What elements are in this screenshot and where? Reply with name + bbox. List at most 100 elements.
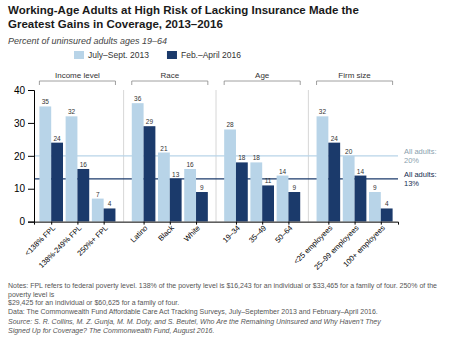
- data-label: 24: [331, 135, 339, 142]
- data-label: 11: [265, 177, 272, 184]
- bar: [343, 156, 355, 222]
- data-label: 32: [319, 108, 327, 115]
- group-bracket: [39, 81, 115, 85]
- y-tick-label: 20: [14, 151, 26, 162]
- data-label: 18: [238, 154, 246, 161]
- x-tick: 19–34: [221, 222, 242, 245]
- data-label: 32: [68, 108, 76, 115]
- legend-swatch: [167, 51, 177, 59]
- y-tick: 20: [14, 151, 34, 162]
- legend-label: Feb.–April 2016: [181, 50, 241, 60]
- data-label: 28: [226, 121, 234, 128]
- subtitle: Percent of uninsured adults ages 19–64: [8, 36, 167, 46]
- group-bracket: [132, 81, 208, 85]
- bar: [104, 208, 116, 221]
- group-label: Age: [255, 71, 270, 80]
- x-tick-label: Black: [156, 223, 176, 243]
- x-tick-label: 25–99 employees: [312, 223, 360, 271]
- bar: [77, 169, 89, 222]
- plot-area: 3532736211628181432209241642913918119241…: [14, 71, 437, 272]
- chart: Working-Age Adults at High Risk of Lacki…: [0, 0, 450, 338]
- y-tick: 30: [14, 118, 34, 129]
- data-label: 9: [200, 184, 204, 191]
- data-label: 20: [345, 148, 353, 155]
- y-tick-label: 10: [14, 183, 26, 194]
- y-tick-mark: [28, 90, 34, 91]
- data-label: 7: [96, 191, 100, 198]
- x-tick-label: 19–34: [221, 223, 242, 244]
- bar: [51, 143, 63, 222]
- bar: [66, 116, 78, 221]
- x-axis-line: [35, 222, 399, 225]
- notes: Notes: FPL refers to federal poverty lev…: [8, 282, 437, 335]
- x-tick: Black: [156, 222, 176, 243]
- bar: [262, 185, 274, 221]
- x-tick-label: 250%+ FPL: [75, 223, 109, 257]
- x-tick: 250%+ FPL: [75, 222, 109, 258]
- y-axis: 010203040: [14, 85, 35, 228]
- x-tick: 100+ employees: [341, 222, 387, 269]
- x-tick: 138%-249% FPL: [37, 222, 83, 270]
- bar: [132, 103, 144, 221]
- data-label: 4: [385, 200, 389, 207]
- x-tick-label: 50–64: [273, 223, 294, 244]
- x-tick-label: 35–49: [247, 223, 268, 244]
- reference-label: All adults:13%: [404, 170, 437, 187]
- x-tick: 35–49: [247, 222, 268, 245]
- bar: [381, 208, 393, 221]
- bar: [92, 199, 104, 222]
- data-label: 16: [187, 161, 195, 168]
- source: Source: S. R. Collins, M. Z. Gunja, M. M…: [8, 318, 381, 335]
- data-label: 14: [357, 168, 365, 175]
- legend: July–Sept. 2013Feb.–April 2016: [74, 50, 241, 60]
- bar: [144, 126, 156, 221]
- data-label: 36: [134, 95, 142, 102]
- group-label: Income level: [55, 71, 100, 80]
- y-tick-label: 40: [14, 85, 26, 96]
- x-axis: <138% FPL138%-249% FPL250%+ FPLLatinoBla…: [23, 222, 399, 272]
- group-label: Race: [160, 71, 179, 80]
- y-tick-mark: [28, 189, 34, 190]
- bar: [288, 192, 300, 222]
- bar: [39, 106, 51, 221]
- bar: [277, 176, 289, 222]
- bar: [196, 192, 208, 222]
- data-label: 21: [160, 145, 168, 152]
- note: Data: The Commonwealth Fund Affordable C…: [8, 308, 378, 316]
- y-tick-mark: [28, 156, 34, 157]
- bar: [369, 192, 381, 222]
- data-label: 35: [42, 98, 50, 105]
- data-labels: 3532736211628181432209241642913918119241…: [42, 95, 389, 207]
- bar: [317, 116, 329, 221]
- data-label: 16: [80, 161, 88, 168]
- x-tick: 25–99 employees: [312, 222, 360, 272]
- y-tick: 10: [14, 183, 34, 194]
- data-label: 14: [279, 168, 287, 175]
- y-tick-label: 30: [14, 118, 26, 129]
- y-tick-mark: [28, 123, 34, 124]
- reference-label: All adults:20%: [404, 147, 437, 164]
- group-brackets: Income level Race Age Firm size: [39, 71, 392, 85]
- reference-annotations: All adults:20% All adults:13%: [404, 147, 437, 187]
- data-label: 18: [253, 154, 261, 161]
- group-bracket: [317, 81, 393, 85]
- x-tick: 50–64: [273, 222, 294, 245]
- group-label: Firm size: [338, 71, 371, 80]
- marks: [34, 103, 398, 221]
- x-tick: White: [182, 222, 202, 244]
- bar: [158, 153, 170, 222]
- data-label: 9: [293, 184, 297, 191]
- y-axis-line: [28, 91, 35, 223]
- note: $29,425 for an individual or $60,625 for…: [8, 299, 179, 307]
- bar: [170, 179, 182, 222]
- legend-swatch: [74, 51, 84, 59]
- data-label: 29: [146, 118, 154, 125]
- bar: [224, 129, 236, 221]
- bar: [328, 143, 340, 222]
- bar: [250, 162, 262, 221]
- y-tick-mark: [28, 222, 34, 223]
- data-label: 9: [373, 184, 377, 191]
- data-label: 4: [108, 200, 112, 207]
- bar: [355, 176, 367, 222]
- bar: [184, 169, 196, 222]
